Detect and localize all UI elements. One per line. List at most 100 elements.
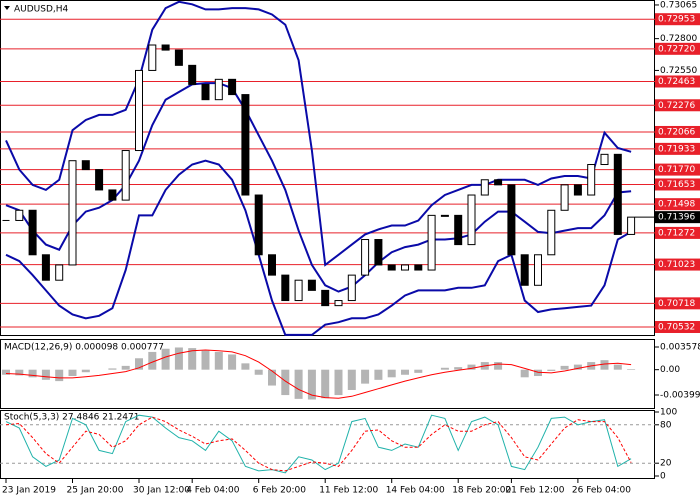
candle — [294, 279, 303, 302]
macd-bar — [281, 369, 290, 396]
macd-bar — [440, 367, 449, 370]
level-label-box — [655, 42, 700, 55]
level-label: 0.71653 — [658, 180, 695, 190]
x-tick-label: 26 Feb 04:00 — [572, 486, 631, 496]
symbol-icon — [4, 6, 10, 10]
macd-bar — [387, 369, 396, 378]
y-tick-label: 0.003578 — [660, 342, 700, 352]
macd-bar — [414, 369, 423, 373]
level-label-box — [655, 99, 700, 112]
level-label: 0.71498 — [658, 200, 695, 210]
candle — [507, 184, 516, 256]
level-label-box — [655, 178, 700, 191]
candle — [560, 184, 569, 211]
candle — [68, 160, 77, 266]
macd-panel — [0, 339, 655, 409]
candle — [573, 184, 582, 196]
macd-bar — [573, 364, 582, 370]
macd-bar — [560, 365, 569, 370]
candle — [28, 209, 37, 256]
macd-bar — [600, 360, 609, 370]
candle — [188, 64, 197, 85]
level-label-box — [655, 13, 700, 26]
candle — [254, 194, 263, 256]
level-label: 0.72276 — [658, 101, 695, 111]
candle — [121, 150, 130, 201]
macd-bar — [613, 364, 622, 370]
x-tick-label: 6 Feb 20:00 — [253, 486, 307, 496]
candle — [15, 209, 24, 221]
macd-bar — [241, 363, 250, 370]
current-price-label: 0.71396 — [658, 213, 695, 223]
level-label: 0.71272 — [658, 228, 695, 238]
price-panel — [0, 0, 655, 336]
macd-bar — [68, 369, 77, 377]
candle — [135, 69, 143, 152]
candle — [467, 194, 476, 246]
macd-bar — [28, 369, 37, 378]
macd-bar — [467, 364, 476, 370]
macd-bar — [374, 369, 383, 380]
candle — [547, 209, 556, 256]
candle — [361, 239, 370, 276]
macd-bar — [174, 347, 183, 370]
candle — [334, 300, 343, 307]
macd-bar — [228, 354, 237, 370]
level-label-box — [655, 320, 700, 333]
candle — [520, 254, 529, 286]
candle — [281, 274, 290, 302]
macd-bar — [161, 348, 170, 370]
candle — [374, 239, 383, 266]
level-label: 0.72953 — [658, 15, 695, 25]
candle — [534, 254, 542, 286]
level-label-box — [655, 226, 700, 239]
macd-bar — [534, 369, 542, 377]
chart-title: AUDUSD,H4 — [14, 5, 69, 15]
macd-bar — [627, 369, 636, 370]
bollinger-upper — [5, 0, 632, 267]
macd-bar — [494, 362, 503, 370]
candle — [228, 78, 237, 96]
macd-bar — [347, 369, 356, 390]
y-tick-label: 0 — [660, 472, 666, 482]
macd-bar — [201, 350, 210, 370]
candle — [387, 264, 396, 271]
stoch-panel — [0, 410, 655, 479]
macd-bar — [121, 365, 130, 370]
x-tick-label: 18 Feb 20:00 — [452, 486, 511, 496]
macd-bar — [108, 368, 117, 370]
macd-bar — [188, 348, 197, 370]
candle — [321, 289, 330, 307]
macd-bar — [214, 351, 223, 370]
y-tick-label: 80 — [660, 420, 672, 430]
x-tick-label: 23 Jan 2019 — [2, 486, 56, 496]
y-tick-label: 0.72800 — [660, 34, 697, 44]
candle — [454, 214, 463, 246]
candle — [440, 214, 449, 217]
x-tick-label: 11 Feb 12:00 — [319, 486, 378, 496]
macd-bar — [148, 351, 157, 370]
macd-bar — [294, 369, 303, 399]
x-tick-label: 30 Jan 12:00 — [133, 486, 190, 496]
macd-bar — [55, 369, 64, 382]
macd-bar — [401, 369, 409, 375]
macd-bar — [307, 369, 316, 400]
stoch-title: Stoch(5,3,3) 27.4846 21.2471 — [4, 413, 139, 423]
candle — [95, 169, 104, 191]
level-label: 0.71933 — [658, 144, 695, 154]
candle — [494, 179, 503, 186]
macd-bar — [41, 369, 50, 380]
level-label: 0.72720 — [658, 44, 695, 54]
macd-bar — [135, 358, 143, 370]
candle — [600, 153, 609, 166]
level-label-box — [655, 297, 700, 310]
stoch-line — [5, 416, 632, 472]
level-label-box — [655, 258, 700, 271]
candle — [241, 94, 250, 196]
level-label-box — [655, 75, 700, 88]
y-tick-label: 100 — [660, 408, 677, 418]
y-tick-label: 0.72550 — [660, 66, 697, 76]
candle — [480, 179, 489, 196]
macd-bar — [268, 369, 276, 386]
